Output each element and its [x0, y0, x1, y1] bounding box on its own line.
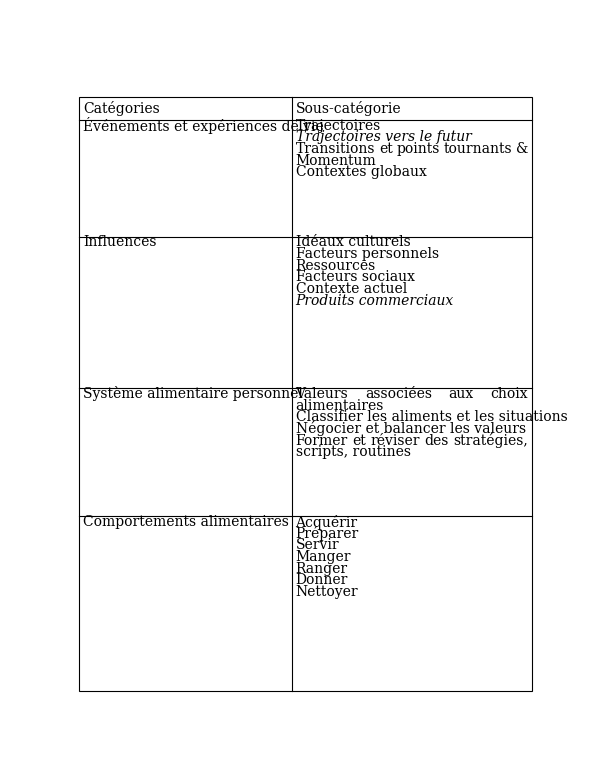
- Text: Facteurs personnels: Facteurs personnels: [296, 247, 439, 261]
- Text: Négocier et balancer les valeurs: Négocier et balancer les valeurs: [296, 421, 526, 436]
- Text: Contexte actuel: Contexte actuel: [296, 282, 407, 296]
- Text: Ranger: Ranger: [296, 562, 347, 576]
- Text: Former: Former: [296, 434, 348, 448]
- Text: Contextes globaux: Contextes globaux: [296, 165, 427, 179]
- Text: Événements et expériences de vie: Événements et expériences de vie: [83, 117, 324, 134]
- Text: Ressources: Ressources: [296, 259, 376, 273]
- Text: Trajectoires: Trajectoires: [296, 119, 381, 133]
- Text: réviser: réviser: [371, 434, 420, 448]
- Text: Idéaux culturels: Idéaux culturels: [296, 236, 410, 250]
- Text: Classifier les aliments et les situations: Classifier les aliments et les situation…: [296, 410, 567, 424]
- Text: Système alimentaire personnel: Système alimentaire personnel: [83, 386, 303, 402]
- Text: Momentum: Momentum: [296, 154, 376, 168]
- Text: Nettoyer: Nettoyer: [296, 585, 358, 599]
- Text: points: points: [396, 142, 440, 156]
- Text: Comportements alimentaires: Comportements alimentaires: [83, 515, 288, 529]
- Text: associées: associées: [365, 387, 432, 401]
- Text: Facteurs sociaux: Facteurs sociaux: [296, 271, 415, 285]
- Text: choix: choix: [491, 387, 528, 401]
- Text: Influences: Influences: [83, 236, 156, 250]
- Text: et: et: [379, 142, 393, 156]
- Text: Produits commerciaux: Produits commerciaux: [296, 293, 454, 307]
- Text: Trajectoires vers le futur: Trajectoires vers le futur: [296, 130, 471, 144]
- Text: Valeurs: Valeurs: [296, 387, 348, 401]
- Text: scripts, routines: scripts, routines: [296, 445, 411, 459]
- Text: Transitions: Transitions: [296, 142, 375, 156]
- Text: des: des: [424, 434, 449, 448]
- Text: stratégies,: stratégies,: [454, 433, 528, 448]
- Text: Servir: Servir: [296, 538, 339, 552]
- Text: Sous-catégorie: Sous-catégorie: [296, 101, 401, 115]
- Text: tournants: tournants: [443, 142, 512, 156]
- Text: &: &: [516, 142, 528, 156]
- Text: Manger: Manger: [296, 550, 351, 564]
- Text: alimentaires: alimentaires: [296, 399, 384, 413]
- Text: Donner: Donner: [296, 573, 348, 587]
- Text: Catégories: Catégories: [83, 101, 160, 115]
- Text: et: et: [352, 434, 366, 448]
- Text: Acquérir: Acquérir: [296, 515, 358, 530]
- Text: Préparer: Préparer: [296, 526, 359, 541]
- Text: aux: aux: [449, 387, 474, 401]
